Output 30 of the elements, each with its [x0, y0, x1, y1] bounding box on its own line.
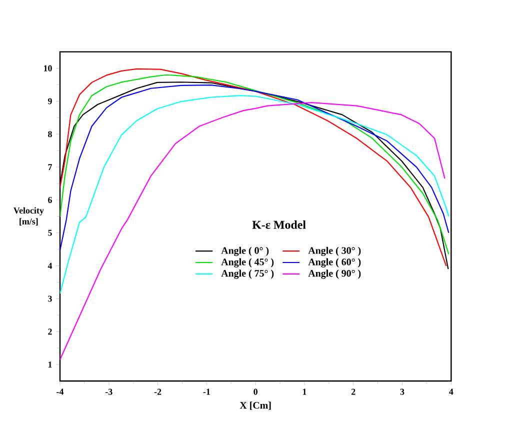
y-axis-title: Velocity [m/s] [13, 207, 44, 226]
x-tick-label: -2 [154, 388, 162, 395]
line-series [60, 102, 446, 360]
y-tick-label: 5 [48, 230, 52, 236]
y-tick-label: 3 [48, 296, 52, 302]
legend-label: Angle ( 0° ) [221, 246, 269, 256]
legend-title: K-ε Model [252, 220, 306, 229]
y-tick-label: 6 [48, 196, 52, 203]
y-tick-label: 10 [44, 65, 52, 72]
y-tick-label: 2 [48, 328, 52, 335]
x-tick-label: 3 [400, 388, 404, 395]
y-tick-label: 4 [48, 262, 52, 269]
y-tick-label: 1 [48, 362, 52, 368]
y-tick-label: 7 [48, 164, 52, 170]
x-tick-label: 1 [302, 388, 306, 395]
y-tick-label: 8 [48, 131, 52, 138]
x-tick-label: 0 [254, 388, 258, 395]
legend-label: Angle ( 45° ) [221, 258, 274, 268]
x-tick-label: -3 [105, 388, 112, 395]
line-series [60, 95, 450, 294]
legend-label: Angle ( 90° ) [308, 270, 361, 279]
legend-label: Angle ( 30° ) [308, 246, 361, 256]
x-axis-title: X [Cm] [240, 402, 271, 410]
x-tick-label: -4 [56, 388, 64, 395]
x-tick-label: 2 [352, 388, 356, 395]
x-tick-label: 4 [449, 388, 454, 395]
y-tick-label: 9 [48, 98, 52, 104]
x-tick-label: -1 [203, 388, 210, 395]
legend-label: Angle ( 60° ) [308, 258, 361, 268]
legend-label: Angle ( 75° ) [221, 270, 274, 279]
